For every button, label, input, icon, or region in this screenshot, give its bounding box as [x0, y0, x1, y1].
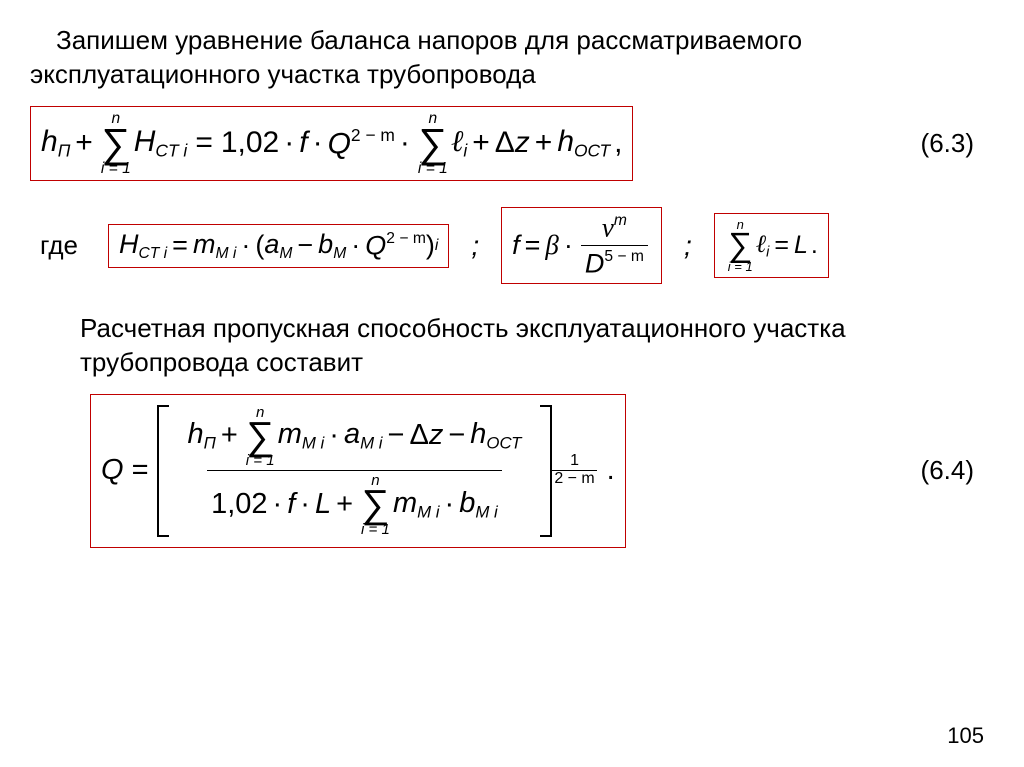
def2-box: f = β · νm D5 − m [501, 207, 662, 284]
equation-number-6-3: (6.3) [921, 128, 974, 159]
equation-6-4: Q = hП + n ∑ i = 1 [101, 399, 615, 543]
def3-box: n ∑ i = 1 ℓi = L . [714, 213, 829, 278]
sum-symbol: n ∑ i = 1 [725, 218, 756, 273]
var-hoct: hОСТ [557, 125, 610, 162]
var-mMi: mM i [393, 488, 440, 522]
equals-sign: = [187, 126, 221, 160]
sum-symbol: n ∑ i = 1 [415, 111, 451, 177]
paragraph-2: Расчетная пропускная способность эксплуа… [80, 312, 934, 380]
where-row: где HCT i = mM i · ( aM − bM · Q2 − m )i… [30, 207, 994, 284]
var-f: f [512, 230, 520, 261]
page-number: 105 [947, 723, 984, 749]
var-aMi: aM i [344, 419, 383, 453]
var-hP: hП [188, 419, 216, 453]
big-bracket: hП + n ∑ i = 1 mM i · aM i − [157, 399, 553, 543]
semicolon: ; [471, 230, 479, 262]
sum-symbol: n ∑ i = 1 [98, 111, 134, 177]
var-L: L [315, 489, 331, 521]
var-aM: aM [264, 229, 292, 263]
var-L: L [794, 231, 808, 260]
paragraph-1: Запишем уравнение баланса напоров для ра… [30, 24, 994, 92]
exponent-frac: 1 2 − m [552, 453, 596, 488]
var-beta: β [545, 230, 558, 261]
trailing-dot: . [597, 454, 615, 487]
var-f: f [287, 489, 295, 521]
var-f: f [299, 126, 307, 160]
sum-symbol: n ∑ i = 1 [243, 405, 278, 468]
trailing-comma: , [610, 126, 622, 160]
var-li: ℓi [451, 125, 467, 162]
var-Q: Q2 − m [328, 125, 395, 162]
where-label: где [40, 230, 78, 261]
main-fraction: hП + n ∑ i = 1 mM i · aM i − [181, 405, 529, 537]
fraction-nu-D: νm D5 − m [578, 212, 651, 279]
def1-math: HCT i = mM i · ( aM − bM · Q2 − m )i [119, 229, 438, 263]
sum-symbol: n ∑ i = 1 [358, 473, 393, 536]
var-bM: bM [318, 229, 346, 263]
def2-math: f = β · νm D5 − m [512, 212, 651, 279]
equation-6-4-box: Q = hП + n ∑ i = 1 [90, 394, 626, 548]
delta-z: Δz [495, 126, 530, 160]
var-Hcti: HCT i [134, 125, 188, 162]
semicolon: ; [684, 230, 692, 262]
var-Hcti: HCT i [119, 229, 167, 263]
var-li: ℓi [756, 231, 770, 261]
equation-6-3-box: hП + n ∑ i = 1 HCT i = 1,02 · f · Q2 − m… [30, 106, 633, 182]
delta-z: Δz [409, 420, 443, 452]
const-1-02: 1,02 [221, 126, 279, 160]
plus-sign: + [70, 126, 98, 160]
equation-number-6-4: (6.4) [921, 455, 974, 486]
var-mMi: mM i [278, 419, 325, 453]
var-hP: hП [41, 125, 70, 162]
equation-6-3: hП + n ∑ i = 1 HCT i = 1,02 · f · Q2 − m… [41, 111, 622, 177]
var-mMi: mM i [193, 229, 236, 263]
def3-math: n ∑ i = 1 ℓi = L . [725, 218, 818, 273]
equation-6-3-row: hП + n ∑ i = 1 HCT i = 1,02 · f · Q2 − m… [30, 106, 994, 182]
var-Q: Q [101, 454, 124, 487]
var-Q: Q2 − m [365, 230, 426, 261]
const-1-02: 1,02 [211, 489, 267, 521]
equation-6-4-row: Q = hП + n ∑ i = 1 [90, 394, 994, 548]
var-bMi: bM i [459, 488, 498, 522]
var-hoct: hОСТ [470, 419, 521, 453]
def1-box: HCT i = mM i · ( aM − bM · Q2 − m )i [108, 224, 449, 268]
